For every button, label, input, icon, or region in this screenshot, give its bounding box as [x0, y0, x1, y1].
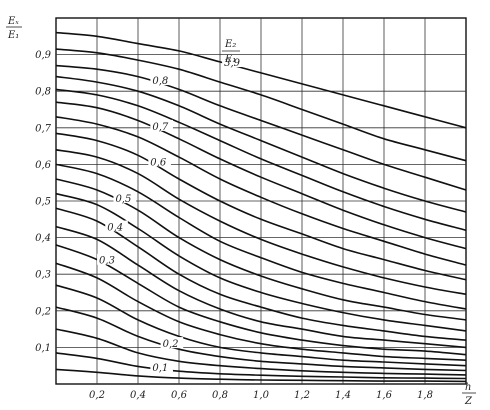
curve-label: 0,1 [152, 363, 168, 374]
curve [55, 328, 467, 376]
curve-label: 0,3 [99, 256, 115, 267]
curve [55, 225, 467, 349]
curve [55, 352, 467, 380]
x-tick-label: 0,4 [130, 390, 146, 401]
curve-label-bg [148, 155, 171, 167]
curve-label-bg [150, 74, 173, 86]
x-tick-label: 0,8 [212, 390, 228, 401]
y-tick-label: 0,7 [35, 123, 52, 134]
x-tick-label: 1,4 [335, 390, 351, 401]
y-tick-label: 0,1 [35, 343, 51, 354]
x-tick-label: 1,0 [253, 390, 270, 401]
y-tick-label: 0,5 [35, 197, 51, 208]
curve [55, 207, 467, 341]
curve-labels: 3,9 0,8 0,7 0,6 0,5 0,4 0,3 0,2 0,1 [97, 56, 245, 374]
y-axis-label-den: E₁ [7, 30, 19, 41]
curve-label-bg [97, 253, 120, 265]
tick-labels: 0,2 0,4 0,6 0,8 1,0 1,2 1,4 1,6 1,8 0,1 0,2 0,3 0,4 0… [35, 50, 433, 401]
curve [55, 31, 467, 129]
curve [55, 284, 467, 367]
curve [55, 101, 467, 250]
x-tick-label: 1,2 [294, 390, 310, 401]
curve [55, 262, 467, 361]
y-tick-label: 0,8 [35, 87, 51, 98]
x-tick-label: 1,6 [376, 390, 393, 401]
curve-label: 0,6 [150, 157, 167, 168]
curve-label-bg [150, 119, 173, 131]
curve [55, 178, 467, 321]
curve [55, 163, 467, 310]
curve-label: 0,5 [115, 194, 131, 205]
y-tick-label: 0,6 [35, 160, 52, 171]
y-axis-label-num: Eₓ [7, 16, 19, 27]
x-axis-label: h Z [462, 382, 476, 407]
curve-label: 3,9 [224, 58, 241, 69]
param-label: E₂ E₁ [222, 39, 240, 65]
y-tick-label: 0,2 [35, 306, 51, 317]
curve-label-bg [150, 361, 173, 373]
x-tick-label: 0,6 [171, 390, 188, 401]
x-axis-label-den: Z [464, 396, 473, 407]
curve-label: 0,8 [152, 76, 168, 87]
curve-label-bg [222, 56, 245, 68]
y-axis-label: Eₓ E₁ [6, 16, 22, 41]
curve-label: 0,2 [163, 339, 179, 350]
curve [55, 48, 467, 162]
y-tick-label: 0,9 [35, 50, 52, 61]
curve [55, 306, 467, 372]
param-label-num: E₂ [224, 39, 236, 50]
curve-label-bg [160, 337, 184, 349]
curve-label: 0,7 [152, 122, 169, 133]
x-tick-label: 0,2 [89, 390, 105, 401]
param-label-den: E₁ [224, 54, 236, 65]
curve [55, 116, 467, 266]
curve [55, 64, 467, 191]
curve-label-bg [113, 192, 137, 204]
curve-label: 0,4 [107, 223, 123, 234]
y-tick-label: 0,4 [35, 233, 51, 244]
curve [55, 132, 467, 281]
x-tick-label: 1,8 [417, 390, 433, 401]
curve [55, 149, 467, 296]
curve [55, 88, 467, 232]
curve [55, 368, 467, 383]
y-tick-label: 0,3 [35, 270, 51, 281]
curve [55, 244, 467, 356]
curve [55, 75, 467, 213]
x-axis-label-num: h [465, 382, 471, 393]
curve-label-bg [105, 220, 128, 232]
